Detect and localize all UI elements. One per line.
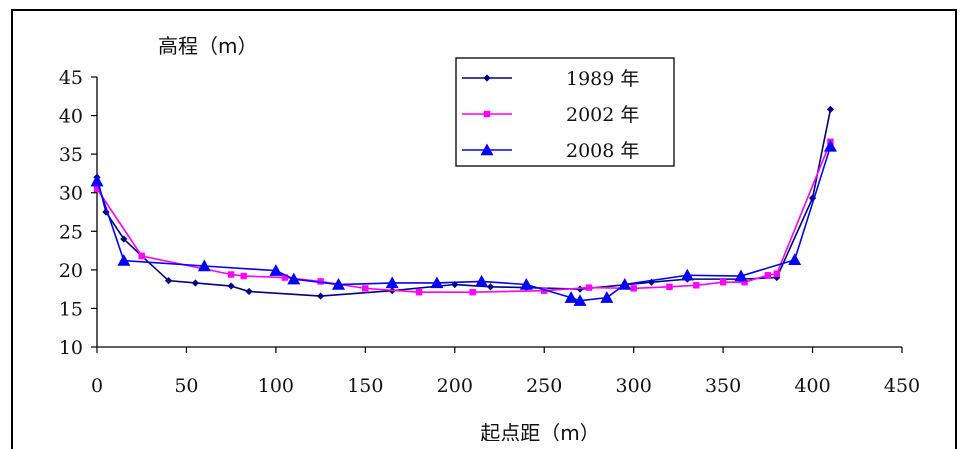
data-point [585, 284, 593, 291]
legend-label: 1989 年 [566, 68, 639, 90]
y-tick-label: 25 [59, 221, 83, 243]
data-point [764, 272, 772, 279]
data-point [138, 252, 145, 260]
data-point [227, 282, 235, 290]
data-point [245, 287, 253, 296]
data-point [93, 185, 101, 193]
data-point [362, 285, 369, 292]
x-tick-label: 150 [347, 375, 383, 397]
data-point [618, 278, 632, 290]
x-tick-label: 350 [705, 375, 741, 397]
data-point [630, 285, 637, 292]
chart-frame [11, 9, 957, 449]
x-tick-label: 50 [174, 375, 198, 397]
y-tick-label: 40 [59, 106, 83, 128]
series-layer [90, 105, 837, 306]
x-tick-label: 400 [794, 375, 830, 397]
x-tick-label: 0 [91, 375, 103, 397]
x-axis-title: 起点距（m） [480, 421, 599, 441]
series-1 [93, 138, 834, 296]
data-point [191, 279, 199, 287]
data-point [808, 194, 817, 202]
data-point [741, 279, 748, 286]
data-point [788, 253, 802, 266]
series-2 [90, 139, 837, 306]
x-tick-label: 100 [258, 375, 294, 397]
data-point [541, 287, 548, 294]
y-tick-label: 15 [59, 298, 83, 320]
data-point [600, 291, 614, 303]
x-tick-label: 450 [884, 375, 920, 397]
legend-marker [483, 74, 491, 82]
data-point [415, 289, 423, 296]
y-tick-label: 35 [59, 144, 83, 166]
legend-label: 2008 年 [566, 140, 639, 162]
data-point [90, 174, 104, 187]
data-point [576, 285, 584, 293]
data-point [164, 277, 173, 285]
data-point [719, 279, 727, 286]
y-tick-label: 30 [59, 183, 83, 205]
data-point [647, 278, 656, 286]
data-point [317, 278, 324, 285]
data-point [693, 282, 700, 289]
data-point [734, 269, 748, 282]
legend-label: 2002 年 [566, 104, 639, 126]
data-point [430, 276, 444, 289]
data-point [573, 294, 587, 306]
data-point [240, 272, 247, 280]
data-point [823, 139, 837, 152]
data-point [680, 268, 694, 281]
data-point [773, 273, 781, 282]
data-point [486, 283, 495, 291]
data-point [332, 278, 345, 290]
series-line [96, 146, 832, 302]
data-point [519, 278, 533, 290]
legend-marker [480, 143, 494, 156]
data-point [120, 235, 128, 243]
y-tick-label: 45 [59, 67, 83, 89]
y-tick-label: 20 [59, 260, 83, 282]
x-tick-label: 300 [616, 375, 652, 397]
series-line [96, 109, 832, 297]
y-axis-title: 高程（m） [158, 34, 257, 58]
data-point [269, 264, 283, 276]
data-point [826, 105, 835, 113]
data-point [666, 283, 673, 291]
x-tick-label: 250 [526, 375, 562, 397]
data-point [564, 291, 578, 303]
data-point [197, 259, 211, 272]
data-point [227, 271, 235, 278]
data-point [281, 274, 289, 281]
data-point [469, 289, 476, 296]
data-point [317, 292, 325, 300]
legend: 1989 年 2002 年 2008 年 [455, 57, 675, 167]
data-point [475, 274, 489, 287]
data-point [773, 270, 780, 277]
legend-marker [483, 110, 491, 118]
data-point [102, 208, 110, 216]
x-tick-label: 200 [437, 375, 473, 397]
data-point [385, 276, 399, 289]
data-point [117, 254, 131, 266]
data-point [287, 272, 301, 285]
y-tick-label: 10 [59, 337, 83, 359]
legend-box [455, 57, 675, 167]
